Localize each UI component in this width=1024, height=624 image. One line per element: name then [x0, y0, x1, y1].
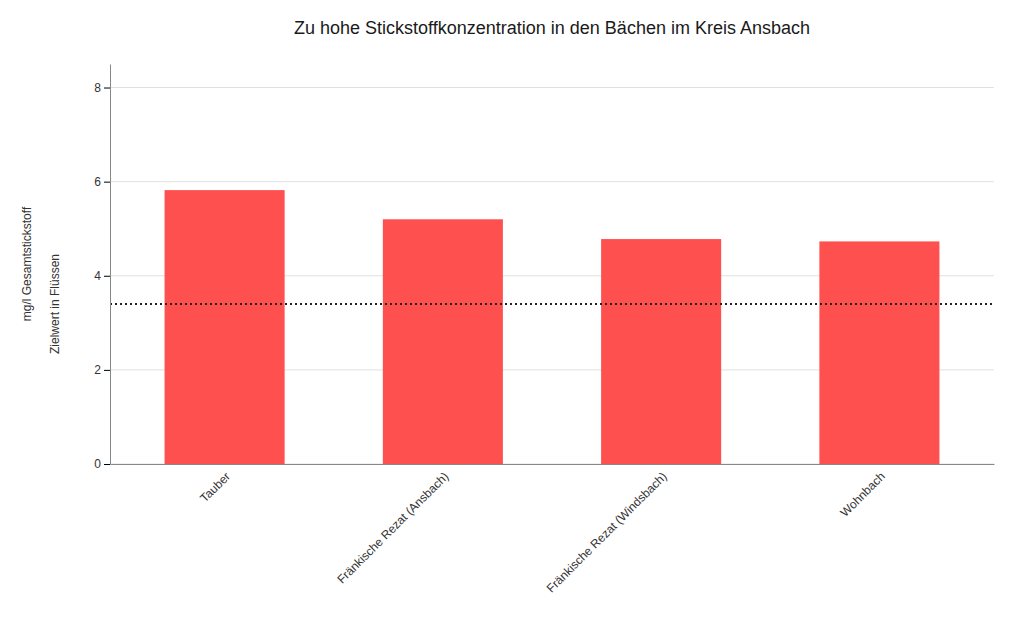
tick-label: Fränkische Rezat (Ansbach)	[334, 469, 451, 586]
tick-mark	[104, 88, 110, 89]
bar	[165, 190, 285, 464]
title: Zu hohe Stickstoffkonzentration in den B…	[294, 18, 810, 38]
x-tick: Fränkische Rezat (Ansbach)	[334, 469, 451, 586]
chart: 0 2 4 6 8 Tauber Fränkische Rezat (Ansbach) Frä…	[0, 0, 1024, 624]
plot-area: 0 2 4 6 8 Tauber Fränkische Rezat (Ansbach) Frä…	[20, 65, 994, 596]
bar	[601, 239, 721, 464]
grid	[110, 88, 994, 464]
marks	[110, 190, 994, 464]
axis-domain	[110, 65, 111, 465]
x-tick: Fränkische Rezat (Windsbach)	[544, 469, 670, 595]
x-axis: Tauber Fränkische Rezat (Ansbach) Fränkisc…	[111, 465, 995, 596]
x-tick: Wohnbach	[838, 469, 888, 519]
tick-mark	[104, 464, 110, 465]
y-axis: 0 2 4 6 8	[94, 65, 110, 472]
target-line-label: Zielwert in Flüssen	[48, 254, 62, 354]
y-tick: 6	[94, 175, 110, 189]
x-tick: Tauber	[197, 469, 233, 505]
target-line	[110, 303, 994, 305]
tick-label: 4	[94, 269, 101, 283]
tick-label: Wohnbach	[838, 469, 888, 519]
y-axis-label: mg/l Gesamtstickstoff	[20, 206, 34, 321]
tick-label: 8	[94, 81, 101, 95]
tick-mark	[104, 182, 110, 183]
y-tick: 0	[94, 457, 110, 471]
bar	[383, 219, 503, 464]
grid-line	[110, 181, 994, 182]
tick-label: Fränkische Rezat (Windsbach)	[544, 469, 670, 595]
bar	[819, 241, 939, 464]
y-tick: 8	[94, 81, 110, 95]
tick-label: 0	[94, 457, 101, 471]
y-tick: 4	[94, 269, 110, 283]
y-tick: 2	[94, 363, 110, 377]
tick-mark	[104, 370, 110, 371]
tick-mark	[104, 276, 110, 277]
tick-label: 2	[94, 363, 101, 377]
grid-line	[110, 87, 994, 88]
axis-domain	[111, 464, 995, 465]
tick-label: 6	[94, 175, 101, 189]
tick-label: Tauber	[197, 469, 233, 505]
